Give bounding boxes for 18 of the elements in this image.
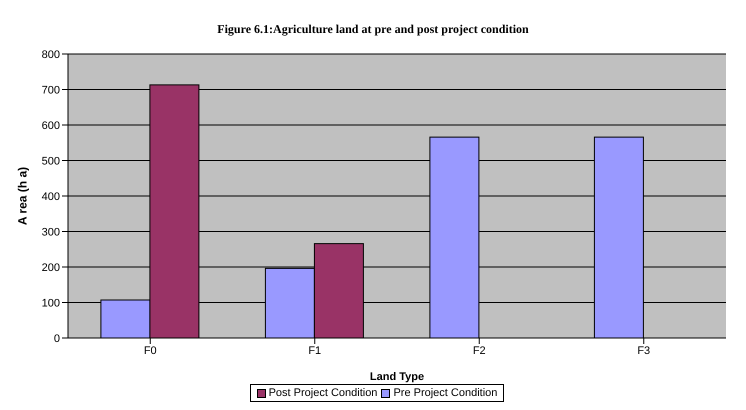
legend-label: Post Project Condition (268, 387, 378, 399)
y-tick-label: 700 (42, 84, 60, 96)
y-axis-title: A rea (h a) (15, 166, 30, 226)
x-tick-label: F0 (144, 344, 157, 357)
y-tick-label: 500 (42, 155, 60, 168)
legend-label: Pre Project Condition (393, 387, 498, 399)
y-tick-label: 200 (42, 262, 60, 274)
x-tick-label: F3 (637, 344, 650, 357)
x-tick-label: F2 (472, 344, 486, 357)
chart-title: Figure 6.1:Agriculture land at pre and post project condition (216, 21, 530, 38)
x-axis-title: Land Type (370, 371, 424, 383)
x-tick-label: F1 (308, 344, 322, 357)
y-tick-label: 800 (42, 48, 60, 61)
y-tick-label: 300 (42, 226, 60, 238)
y-tick-label: 600 (42, 120, 60, 132)
y-tick-label: 400 (42, 190, 60, 203)
y-tick-label: 0 (54, 332, 60, 345)
y-tick-label: 100 (42, 297, 60, 310)
